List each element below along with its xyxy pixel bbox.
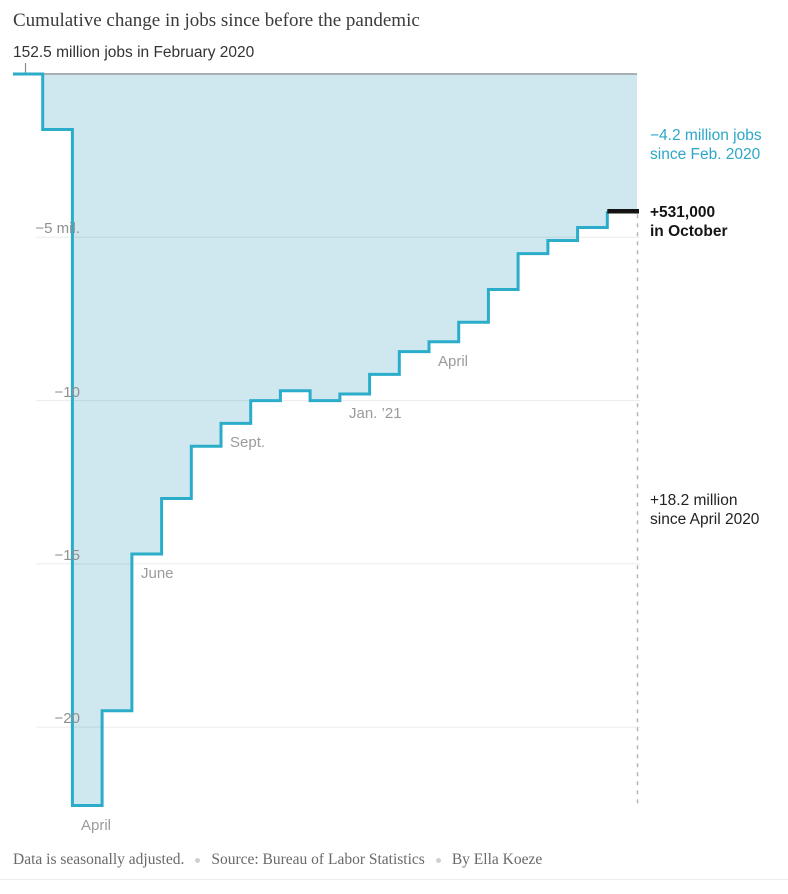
month-label: Sept.: [230, 434, 266, 451]
annotation-line: −4.2 million jobs: [650, 127, 762, 144]
month-label: Jan. ’21: [349, 405, 402, 422]
separator-dot-icon: [435, 857, 441, 863]
footer-byline: By Ella Koeze: [451, 851, 543, 868]
y-axis-label: −20: [54, 710, 80, 728]
month-label: April: [81, 817, 112, 834]
footer-source: Source: Bureau of Labor Statistics: [211, 851, 425, 868]
month-label: June: [141, 565, 174, 582]
chart-title: Cumulative change in jobs since before t…: [13, 10, 420, 31]
y-axis-label: −10: [54, 383, 80, 401]
annotation-gain-since-april: +18.2 million since April 2020: [650, 492, 759, 529]
annotation-line: +18.2 million: [650, 492, 738, 509]
annotation-line: since Feb. 2020: [650, 145, 761, 163]
y-axis-label: −15: [54, 546, 80, 564]
area-fill: [13, 74, 637, 806]
jobs-step-line: [13, 72, 609, 807]
footer: Data is seasonally adjusted. Source: Bur…: [13, 851, 542, 869]
chart-subtitle: 152.5 million jobs in February 2020: [13, 44, 255, 61]
annotation-october-gain: +531,000 in October: [650, 204, 728, 241]
y-axis-label: −5 mil.: [35, 220, 80, 238]
annotation-line: in October: [650, 222, 728, 240]
footer-note: Data is seasonally adjusted.: [13, 851, 185, 868]
separator-dot-icon: [195, 857, 201, 863]
annotation-line: +531,000: [650, 204, 716, 221]
annotation-line: since April 2020: [650, 510, 760, 528]
bottom-divider: [0, 879, 788, 880]
annotation-change-since-feb: −4.2 million jobs since Feb. 2020: [650, 127, 762, 164]
month-label: April: [438, 353, 469, 370]
